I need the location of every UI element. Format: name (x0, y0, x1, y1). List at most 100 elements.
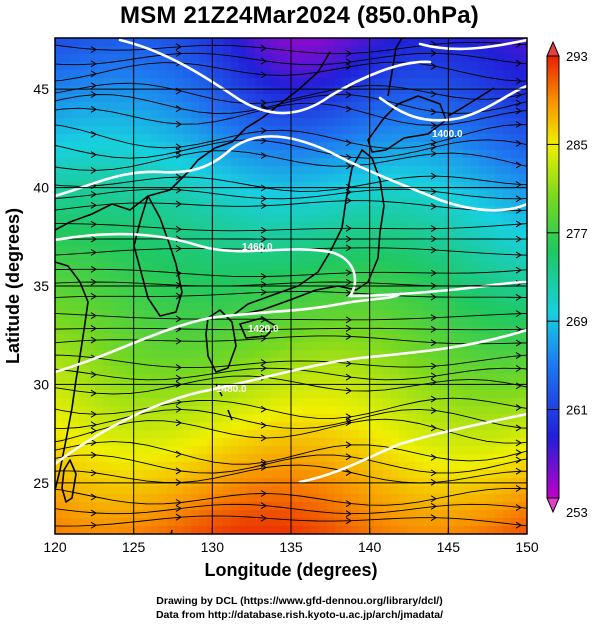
field-cell (215, 358, 224, 367)
field-cell (407, 190, 416, 199)
field-cell (375, 318, 384, 327)
field-cell (119, 134, 128, 143)
field-cell (431, 294, 440, 303)
field-cell (351, 430, 360, 439)
field-cell (111, 502, 120, 511)
field-cell (383, 470, 392, 479)
field-cell (199, 126, 208, 135)
field-cell (311, 422, 320, 431)
field-cell (55, 334, 64, 343)
field-cell (119, 270, 128, 279)
field-cell (127, 54, 136, 63)
field-cell (503, 430, 512, 439)
field-cell (359, 494, 368, 503)
field-cell (295, 150, 304, 159)
field-cell (207, 62, 216, 71)
field-cell (399, 430, 408, 439)
field-cell (359, 294, 368, 303)
field-cell (511, 494, 520, 503)
field-cell (391, 134, 400, 143)
field-cell (463, 270, 472, 279)
field-cell (151, 182, 160, 191)
field-cell (519, 238, 527, 247)
field-cell (247, 262, 256, 271)
field-cell (111, 470, 120, 479)
field-cell (151, 70, 160, 79)
field-cell (239, 502, 248, 511)
field-cell (503, 446, 512, 455)
field-cell (247, 318, 256, 327)
field-cell (351, 470, 360, 479)
field-cell (415, 382, 424, 391)
field-cell (367, 150, 376, 159)
field-cell (295, 454, 304, 463)
field-cell (111, 406, 120, 415)
field-cell (295, 102, 304, 111)
field-cell (415, 70, 424, 79)
field-cell (359, 262, 368, 271)
field-cell (295, 238, 304, 247)
field-cell (439, 126, 448, 135)
field-cell (127, 142, 136, 151)
field-cell (479, 134, 488, 143)
field-cell (79, 246, 88, 255)
field-cell (375, 254, 384, 263)
field-cell (183, 222, 192, 231)
field-cell (327, 366, 336, 375)
footer-credit-drawing: Drawing by DCL (https://www.gfd-dennou.o… (156, 595, 443, 607)
field-cell (167, 302, 176, 311)
field-cell (511, 214, 520, 223)
field-cell (111, 294, 120, 303)
field-cell (311, 46, 320, 55)
field-cell (175, 438, 184, 447)
field-cell (295, 142, 304, 151)
field-cell (151, 398, 160, 407)
field-cell (471, 118, 480, 127)
field-cell (415, 398, 424, 407)
field-cell (103, 78, 112, 87)
field-cell (391, 86, 400, 95)
field-cell (511, 390, 520, 399)
field-cell (407, 222, 416, 231)
field-cell (103, 382, 112, 391)
field-cell (511, 94, 520, 103)
field-cell (239, 462, 248, 471)
field-cell (207, 70, 216, 79)
field-cell (207, 206, 216, 215)
field-cell (319, 262, 328, 271)
field-cell (367, 494, 376, 503)
field-cell (87, 382, 96, 391)
field-cell (175, 382, 184, 391)
field-cell (327, 78, 336, 87)
field-cell (343, 158, 352, 167)
field-cell (487, 518, 496, 527)
field-cell (335, 462, 344, 471)
field-cell (191, 494, 200, 503)
field-cell (167, 350, 176, 359)
field-cell (303, 190, 312, 199)
field-cell (159, 254, 168, 263)
field-cell (239, 478, 248, 487)
field-cell (175, 158, 184, 167)
field-cell (271, 414, 280, 423)
field-cell (495, 398, 504, 407)
field-cell (319, 438, 328, 447)
field-cell (359, 222, 368, 231)
field-cell (103, 310, 112, 319)
field-cell (375, 518, 384, 527)
field-cell (183, 486, 192, 495)
field-cell (127, 78, 136, 87)
field-cell (143, 310, 152, 319)
field-cell (295, 110, 304, 119)
field-cell (399, 526, 408, 534)
field-cell (311, 182, 320, 191)
field-cell (151, 422, 160, 431)
field-cell (423, 198, 432, 207)
field-cell (255, 206, 264, 215)
field-cell (103, 190, 112, 199)
field-cell (399, 326, 408, 335)
field-cell (263, 158, 272, 167)
field-cell (335, 262, 344, 271)
field-cell (183, 510, 192, 519)
field-cell (135, 70, 144, 79)
